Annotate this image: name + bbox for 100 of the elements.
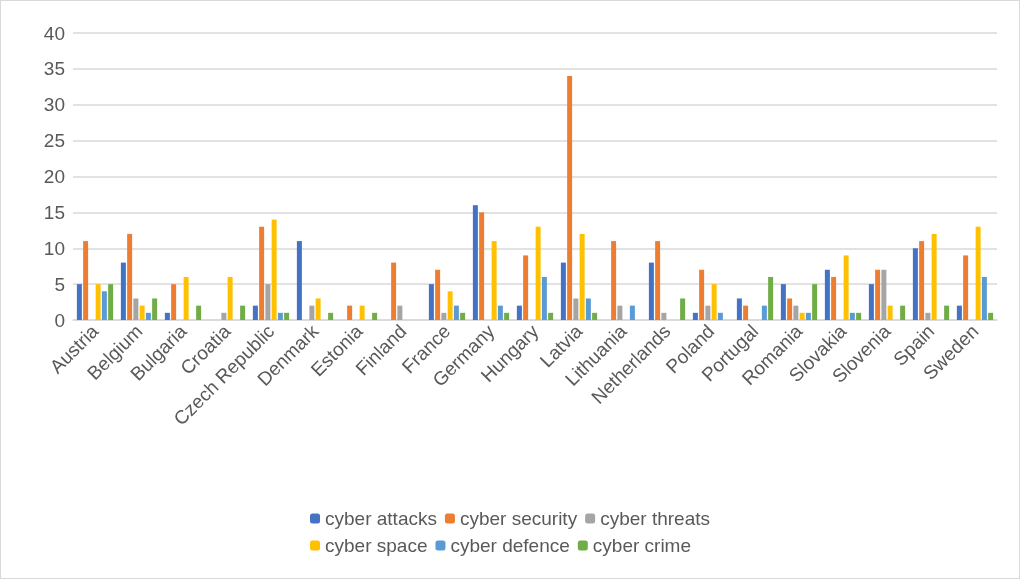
bar (963, 255, 969, 320)
bar (428, 284, 434, 320)
bar (919, 241, 925, 320)
y-tick-label: 25 (43, 130, 65, 152)
bar (780, 284, 786, 320)
bar (617, 305, 623, 320)
bar (164, 312, 170, 320)
y-tick-label: 30 (43, 94, 65, 116)
bar (504, 312, 510, 320)
bar (309, 305, 315, 320)
bar (567, 76, 573, 320)
y-tick-label: 10 (43, 237, 65, 259)
bar (259, 226, 265, 320)
bar (435, 269, 441, 320)
bar (328, 312, 334, 320)
bar (139, 305, 145, 320)
bar (988, 312, 994, 320)
legend-label: cyber attacks (325, 508, 437, 529)
bar (391, 262, 397, 320)
bar (560, 262, 566, 320)
bar (611, 241, 617, 320)
bar (799, 312, 805, 320)
bar (171, 284, 177, 320)
bar (881, 269, 887, 320)
bar (680, 298, 686, 320)
bar (271, 219, 277, 320)
bar (887, 305, 893, 320)
bar (743, 305, 749, 320)
bar (372, 312, 378, 320)
bar (655, 241, 661, 320)
bar (956, 305, 962, 320)
y-tick-label: 40 (43, 22, 65, 44)
legend-label: cyber defence (450, 535, 570, 556)
bar (95, 284, 101, 320)
bar (912, 248, 918, 320)
bar (981, 276, 987, 320)
bar (76, 284, 82, 320)
bar (573, 298, 579, 320)
bar (460, 312, 466, 320)
bar (585, 298, 591, 320)
bar (127, 233, 133, 320)
bar (453, 305, 459, 320)
bar (711, 284, 717, 320)
bar (579, 233, 585, 320)
bar (717, 312, 723, 320)
bar (925, 312, 931, 320)
y-tick-label: 20 (43, 166, 65, 187)
bar (101, 291, 107, 320)
bar (296, 241, 302, 320)
bar (736, 298, 742, 320)
bar (221, 312, 227, 320)
bar (793, 305, 799, 320)
bar (479, 212, 485, 320)
bar (856, 312, 862, 320)
bar (315, 298, 321, 320)
bar (284, 312, 290, 320)
bar (152, 298, 158, 320)
bar (347, 305, 353, 320)
bar (629, 305, 635, 320)
bar (975, 226, 981, 320)
bar (692, 312, 698, 320)
bar (944, 305, 950, 320)
bar (868, 284, 874, 320)
bar (397, 305, 403, 320)
bar (824, 269, 830, 320)
y-tick-label: 0 (54, 309, 65, 331)
bar (108, 284, 114, 320)
legend-label: cyber space (325, 535, 428, 556)
bar (516, 305, 522, 320)
bar (900, 305, 906, 320)
legend-label: cyber threats (600, 508, 710, 529)
y-tick-label: 5 (54, 273, 65, 295)
bar (705, 305, 711, 320)
bar (120, 262, 126, 320)
bar (265, 284, 271, 320)
legend-label: cyber crime (592, 535, 691, 556)
bar (548, 312, 554, 320)
bar (931, 233, 937, 320)
bar (661, 312, 667, 320)
bar (768, 276, 774, 320)
legend-label: cyber security (459, 508, 578, 529)
bar (787, 298, 793, 320)
bar (277, 312, 283, 320)
bar (491, 241, 497, 320)
bar (359, 305, 365, 320)
bar (447, 291, 453, 320)
bar (812, 284, 818, 320)
bar (805, 312, 811, 320)
bar (252, 305, 258, 320)
bar (441, 312, 447, 320)
bar (535, 226, 541, 320)
bar (183, 276, 189, 320)
y-tick-label: 15 (43, 201, 65, 223)
bar (875, 269, 881, 320)
bar (648, 262, 654, 320)
bar (699, 269, 705, 320)
bar (227, 276, 233, 320)
bar (83, 241, 89, 320)
bar (541, 276, 547, 320)
bar (240, 305, 246, 320)
